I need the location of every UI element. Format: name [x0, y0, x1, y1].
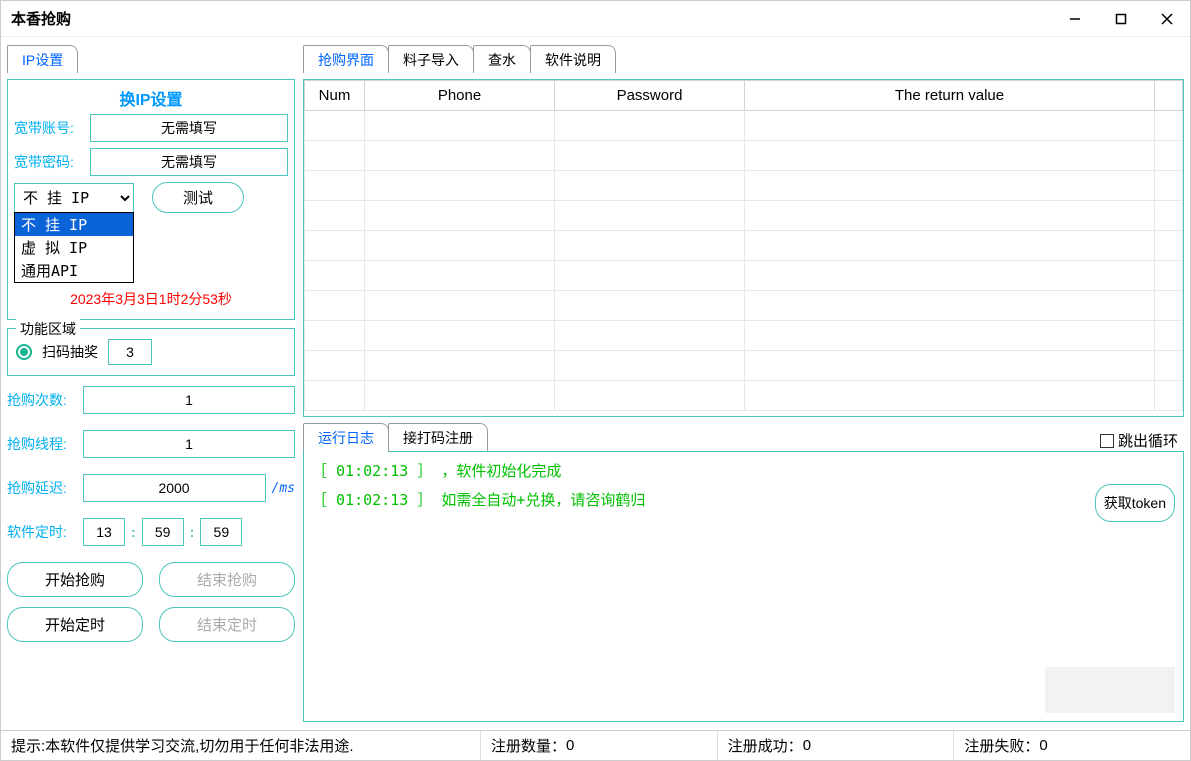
statusbar: 提示:本软件仅提供学习交流,切勿用于任何非法用途. 注册数量：0 注册成功：0 … — [1, 730, 1190, 760]
col-spacer — [1155, 81, 1183, 111]
data-table-wrap: Num Phone Password The return value — [303, 79, 1184, 417]
table-header-row: Num Phone Password The return value — [305, 81, 1183, 111]
tab-help[interactable]: 软件说明 — [530, 45, 616, 73]
ip-mode-select-wrap: 不 挂 IP 不 挂 IP 虚 拟 IP 通用API — [14, 183, 134, 213]
scan-lottery-label: 扫码抽奖 — [42, 342, 98, 362]
table-row[interactable] — [305, 111, 1183, 141]
log-line: ［ 01:02:13 ］ ，软件初始化完成 — [312, 460, 1087, 481]
start-timer-button[interactable]: 开始定时 — [7, 607, 143, 642]
ip-mode-option-0[interactable]: 不 挂 IP — [15, 213, 133, 236]
data-table: Num Phone Password The return value — [304, 80, 1183, 411]
timestamp-label: 2023年3月3日1时2分53秒 — [14, 289, 288, 309]
ip-settings-group: 换IP设置 宽带账号: 宽带密码: 不 挂 IP 不 挂 IP — [7, 79, 295, 320]
skip-loop-checkbox[interactable] — [1100, 434, 1114, 448]
status-reg-ok: 注册成功：0 — [718, 731, 955, 760]
function-group: 功能区域 扫码抽奖 — [7, 328, 295, 376]
status-hint: 提示:本软件仅提供学习交流,切勿用于任何非法用途. — [1, 731, 481, 760]
col-phone[interactable]: Phone — [365, 81, 555, 111]
broadband-account-input[interactable] — [90, 114, 288, 142]
function-legend: 功能区域 — [16, 319, 80, 339]
col-password[interactable]: Password — [555, 81, 745, 111]
tab-ip-settings[interactable]: IP设置 — [7, 45, 78, 73]
maximize-button[interactable] — [1098, 1, 1144, 37]
table-row[interactable] — [305, 261, 1183, 291]
right-panel: 抢购界面 料子导入 查水 软件说明 Num Phone Password — [303, 45, 1184, 722]
minimize-button[interactable] — [1052, 1, 1098, 37]
status-reg-fail: 注册失败：0 — [954, 731, 1190, 760]
timer-label: 软件定时: — [7, 522, 77, 542]
table-row[interactable] — [305, 231, 1183, 261]
col-num[interactable]: Num — [305, 81, 365, 111]
end-buy-button[interactable]: 结束抢购 — [159, 562, 295, 597]
left-tabs: IP设置 — [7, 45, 295, 73]
timer-minute-input[interactable] — [142, 518, 184, 546]
delay-unit-label: /ms — [272, 481, 295, 496]
end-timer-button[interactable]: 结束定时 — [159, 607, 295, 642]
app-window: 本香抢购 IP设置 换IP设置 宽带账号: — [0, 0, 1191, 761]
get-token-button[interactable]: 获取token — [1095, 484, 1175, 522]
log-body: ［ 01:02:13 ］ ，软件初始化完成 ［ 01:02:13 ］ 如需全自动… — [303, 451, 1184, 722]
skip-loop-label: 跳出循环 — [1118, 430, 1178, 451]
left-panel: IP设置 换IP设置 宽带账号: 宽带密码: 不 挂 IP — [7, 45, 295, 722]
broadband-password-input[interactable] — [90, 148, 288, 176]
skip-loop-wrap: 跳出循环 — [1100, 430, 1184, 451]
main-tabs: 抢购界面 料子导入 查水 软件说明 — [303, 45, 1184, 73]
log-grey-box — [1045, 667, 1175, 713]
broadband-password-label: 宽带密码: — [14, 152, 84, 172]
params-group: 抢购次数: 抢购线程: 抢购延迟: /ms 软件定时: : : — [7, 386, 295, 552]
scan-lottery-radio[interactable] — [16, 344, 32, 360]
status-reg-count: 注册数量：0 — [481, 731, 718, 760]
table-row[interactable] — [305, 141, 1183, 171]
buy-threads-label: 抢购线程: — [7, 434, 77, 454]
timer-hour-input[interactable] — [83, 518, 125, 546]
broadband-account-label: 宽带账号: — [14, 118, 84, 138]
table-row[interactable] — [305, 321, 1183, 351]
ip-mode-option-1[interactable]: 虚 拟 IP — [15, 236, 133, 259]
table-row[interactable] — [305, 351, 1183, 381]
tab-buy-ui[interactable]: 抢购界面 — [303, 45, 389, 73]
col-return[interactable]: The return value — [745, 81, 1155, 111]
log-line: ［ 01:02:13 ］ 如需全自动+兑换，请咨询鹤归 — [312, 489, 1087, 510]
window-controls — [1052, 1, 1190, 37]
timer-second-input[interactable] — [200, 518, 242, 546]
buy-delay-label: 抢购延迟: — [7, 478, 77, 498]
buy-count-input[interactable] — [83, 386, 295, 414]
ip-settings-header: 换IP设置 — [14, 86, 288, 110]
table-row[interactable] — [305, 291, 1183, 321]
time-separator: : — [131, 524, 136, 540]
titlebar: 本香抢购 — [1, 1, 1190, 37]
tab-captcha-register[interactable]: 接打码注册 — [388, 423, 488, 451]
log-text: ［ 01:02:13 ］ ，软件初始化完成 ［ 01:02:13 ］ 如需全自动… — [312, 460, 1087, 713]
table-row[interactable] — [305, 381, 1183, 411]
buy-count-label: 抢购次数: — [7, 390, 77, 410]
table-row[interactable] — [305, 201, 1183, 231]
window-title: 本香抢购 — [11, 8, 71, 29]
ip-mode-select[interactable]: 不 挂 IP — [14, 183, 134, 213]
scan-lottery-input[interactable] — [108, 339, 152, 365]
tab-run-log[interactable]: 运行日志 — [303, 423, 389, 451]
log-tabs: 运行日志 接打码注册 — [303, 423, 487, 451]
buy-delay-input[interactable] — [83, 474, 266, 502]
tab-import[interactable]: 料子导入 — [388, 45, 474, 73]
time-separator: : — [190, 524, 195, 540]
buy-threads-input[interactable] — [83, 430, 295, 458]
content-area: IP设置 换IP设置 宽带账号: 宽带密码: 不 挂 IP — [1, 37, 1190, 730]
close-button[interactable] — [1144, 1, 1190, 37]
start-buy-button[interactable]: 开始抢购 — [7, 562, 143, 597]
tab-check[interactable]: 查水 — [473, 45, 531, 73]
log-section: 运行日志 接打码注册 跳出循环 ［ 01:02:13 ］ ，软件初始化完成 ［ … — [303, 423, 1184, 722]
ip-mode-option-2[interactable]: 通用API — [15, 259, 133, 282]
table-row[interactable] — [305, 171, 1183, 201]
test-button[interactable]: 测试 — [152, 182, 244, 213]
ip-mode-dropdown: 不 挂 IP 虚 拟 IP 通用API — [14, 212, 134, 283]
